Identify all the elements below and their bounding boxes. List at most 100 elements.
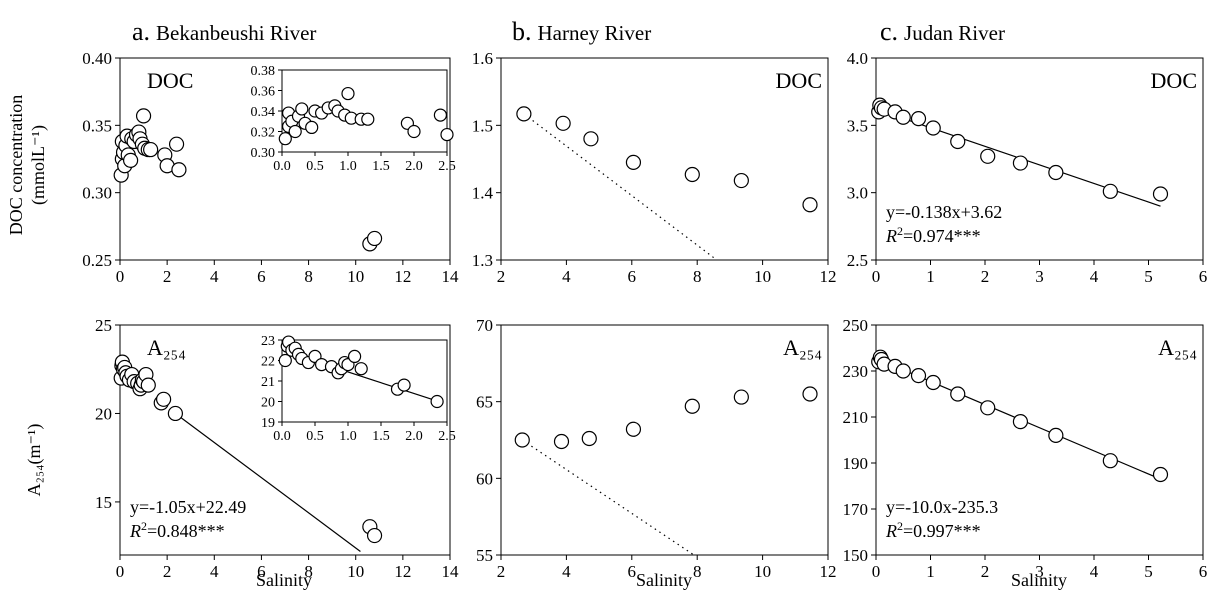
c_a254-point <box>1048 427 1064 443</box>
a_doc-xtick-label: 8 <box>304 267 313 286</box>
a_a254-xtick-label: 2 <box>163 562 172 581</box>
svg-text:A₂₅₄(m⁻¹): A₂₅₄(m⁻¹) <box>24 424 45 497</box>
a_doc-inset-ytick-label: 0.36 <box>251 84 276 99</box>
a_doc-point <box>123 152 139 168</box>
c_doc-xtick-label: 1 <box>926 267 935 286</box>
a_a254-point <box>140 377 156 393</box>
a_a254-tag: A₂₅₄ <box>147 335 186 360</box>
a_a254-inset-ytick-label: 20 <box>261 395 275 410</box>
a_a254-inset-point <box>430 394 444 409</box>
b_doc-xtick-label: 10 <box>754 267 771 286</box>
c_a254-point <box>1012 414 1029 430</box>
a_doc-xtick-label: 4 <box>210 267 219 286</box>
b_a254-xtick-label: 2 <box>497 562 506 581</box>
a_a254-xtick-label: 0 <box>116 562 125 581</box>
b_a254-point <box>802 386 818 402</box>
a_doc-inset-point <box>305 120 319 135</box>
a_a254-xtick-label: 8 <box>304 562 313 581</box>
a_doc-ytick-label: 0.40 <box>82 49 112 68</box>
a_doc-point <box>143 141 159 158</box>
b_doc-xtick-label: 8 <box>693 267 702 286</box>
a_a254-inset-xtick-label: 0.5 <box>306 429 324 444</box>
b_a254-xtick-label: 12 <box>820 562 837 581</box>
xlabel-c: Salinity <box>1011 570 1067 590</box>
b_doc-frame <box>500 57 829 261</box>
c_doc-point <box>1152 186 1169 202</box>
a_doc-inset-point <box>288 124 302 139</box>
c_a254-xtick-label: 3 <box>1035 562 1044 581</box>
panel-a_doc: 0 2 4 6 8 10 12 14 0.25 0.30 0.35 0.40 DOC 0.0 0.5 1.0 1… <box>82 49 459 286</box>
b_doc-ytick-label: 1.4 <box>472 184 494 203</box>
b_doc-point <box>802 197 818 213</box>
c_doc-ytick-label: 3.5 <box>847 116 868 135</box>
c_a254-ytick-label: 150 <box>843 546 869 565</box>
a_a254-inset-frame <box>281 339 448 423</box>
a_a254-inset-ytick-label: 19 <box>261 416 275 431</box>
ylabel-a254: A₂₅₄(m⁻¹) <box>24 424 45 497</box>
b_doc-ytick-label: 1.5 <box>472 116 493 135</box>
b_doc-xtick-label: 4 <box>562 267 571 286</box>
a_doc-xtick-label: 0 <box>116 267 125 286</box>
a_a254-point <box>156 391 172 407</box>
a_doc-inset-point <box>407 124 421 139</box>
a_doc-xtick-label: 14 <box>442 267 460 286</box>
c_doc-xtick-label: 0 <box>872 267 881 286</box>
b_a254-point <box>553 433 570 450</box>
a_a254-inset: 0.0 0.5 1.0 1.5 2.0 2.5 19 20 21 22 23 <box>261 334 456 444</box>
a_a254-frame <box>119 324 451 556</box>
b_a254-xtick-label: 4 <box>562 562 571 581</box>
a_doc-inset-ytick-label: 0.34 <box>251 105 276 120</box>
c_a254-ytick-label: 190 <box>843 454 869 473</box>
a_doc-inset-xtick-label: 2.0 <box>405 159 423 174</box>
a_doc-xtick-label: 12 <box>394 267 411 286</box>
a_a254-equation: y=-1.05x+22.49 <box>130 497 246 517</box>
b_doc-point <box>555 115 571 131</box>
b_doc-point <box>684 166 700 183</box>
b_a254-ytick-label: 70 <box>476 316 493 335</box>
a_doc-inset-xtick-label: 0.0 <box>273 159 291 174</box>
panel-b_a254: 2 4 6 8 10 12 55 60 65 70 A₂₅₄ <box>476 316 837 581</box>
title-b: b. Harney River <box>512 17 651 46</box>
a_a254-inset-xtick-label: 1.5 <box>372 429 390 444</box>
a_doc-inset-ytick-label: 0.30 <box>251 146 276 161</box>
c_doc-tag: DOC <box>1151 68 1197 93</box>
c_a254-ytick-label: 250 <box>843 316 869 335</box>
a_doc-inset-point <box>341 86 355 101</box>
a_a254-fit-line <box>175 412 361 552</box>
svg-text:DOC concentration: DOC concentration <box>6 95 26 235</box>
a_a254-inset-point <box>397 378 411 392</box>
c_a254-point <box>910 368 927 384</box>
a_doc-point <box>366 230 383 247</box>
c_a254-xtick-label: 4 <box>1090 562 1099 581</box>
a_a254-ytick-label: 15 <box>95 493 112 512</box>
a_doc-point <box>171 162 187 178</box>
a_a254-ytick-label: 25 <box>95 316 112 335</box>
a_a254-ytick-label: 20 <box>95 404 112 423</box>
c_a254-ytick-label: 230 <box>843 362 869 381</box>
b_a254-point <box>581 430 597 447</box>
a_a254-xtick-label: 6 <box>257 562 266 581</box>
c_doc-point <box>1102 183 1118 199</box>
a_a254-r2: R2=0.848*** <box>129 519 225 541</box>
c_a254-equation: y=-10.0x-235.3 <box>886 497 998 517</box>
b_doc-tag: DOC <box>776 68 822 93</box>
c_a254-xtick-label: 0 <box>872 562 881 581</box>
a_doc-ytick-label: 0.35 <box>82 116 112 135</box>
b_doc-xtick-label: 12 <box>820 267 837 286</box>
c_a254-xtick-label: 6 <box>1199 562 1208 581</box>
a_doc-inset-point <box>295 102 309 116</box>
c_doc-xtick-label: 2 <box>981 267 990 286</box>
a_doc-xtick-label: 10 <box>347 267 364 286</box>
b_a254-point <box>684 398 700 414</box>
c_a254-xtick-label: 1 <box>926 562 935 581</box>
b_doc-xtick-label: 6 <box>628 267 637 286</box>
title-a: a. Bekanbeushi River <box>132 17 316 46</box>
a_a254-xtick-label: 12 <box>394 562 411 581</box>
a_a254-xtick-label: 4 <box>210 562 219 581</box>
c_doc-ytick-label: 3.0 <box>847 184 868 203</box>
panel-c_doc: 0 1 2 3 4 5 6 2.5 3.0 3.5 4.0 DOC y=-0.138x+3.62R2=0… <box>847 49 1208 286</box>
svg-text:(mmolL⁻¹): (mmolL⁻¹) <box>28 125 49 205</box>
a_a254-xtick-label: 14 <box>442 562 460 581</box>
a_doc-ytick-label: 0.30 <box>82 184 112 203</box>
